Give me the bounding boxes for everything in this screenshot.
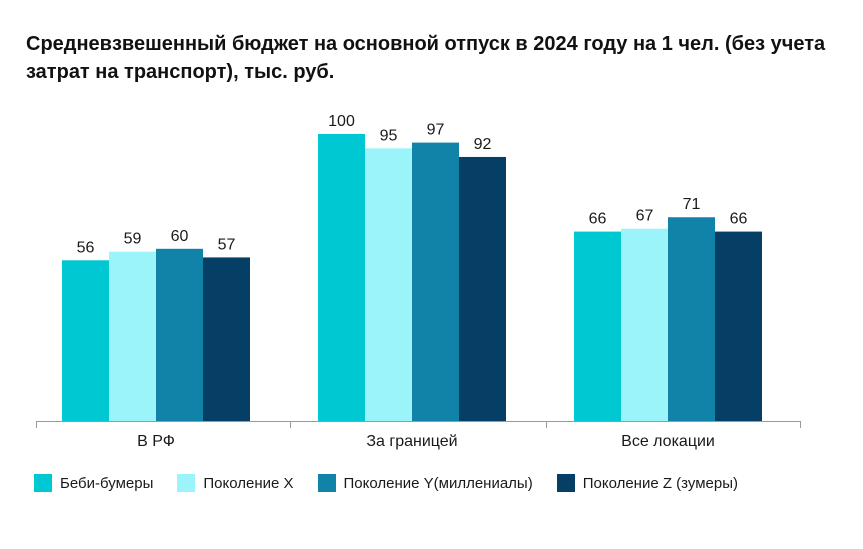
legend-swatch: [556, 474, 575, 492]
data-label: 67: [636, 208, 654, 225]
legend-swatch: [177, 474, 196, 492]
data-label: 97: [427, 122, 445, 139]
bar: [574, 231, 621, 421]
bar: [156, 248, 203, 421]
bar: [459, 156, 506, 421]
data-label: 56: [77, 239, 95, 256]
legend-label: Поколение X: [203, 474, 294, 492]
legend-item-generation-y: Поколение Y(миллениалы): [317, 474, 533, 492]
legend-swatch: [34, 474, 52, 492]
chart-title: Средневзвешенный бюджет на основной отпу…: [26, 33, 826, 83]
bar: [621, 228, 668, 421]
bar: [668, 217, 715, 421]
bar: [365, 148, 412, 421]
data-label: 100: [328, 113, 355, 130]
legend-swatch: [317, 474, 336, 492]
bar: [109, 251, 156, 421]
data-label: 66: [589, 211, 607, 228]
data-label: 66: [730, 211, 748, 228]
data-label: 59: [124, 231, 142, 248]
bar: [715, 231, 762, 421]
data-label: 92: [474, 136, 492, 153]
legend-item-baby-boomers: Беби-бумеры: [34, 474, 153, 492]
legend-label: Беби-бумеры: [60, 474, 154, 492]
data-label: 95: [380, 127, 398, 144]
legend-item-generation-z: Поколение Z (зумеры): [556, 474, 738, 492]
bar: [62, 260, 109, 421]
bar: [203, 257, 250, 421]
chart-legend: Беби-бумеры Поколение X Поколение Y(милл…: [34, 474, 762, 492]
category-label: В РФ: [137, 433, 175, 450]
legend-label: Поколение Z (зумеры): [582, 474, 738, 492]
legend-item-generation-x: Поколение X: [177, 474, 294, 492]
bar-chart: 56 59 60 57 В РФ 100 95 97 92 За границей 66 67 71 66…: [36, 113, 801, 450]
bar: [412, 142, 459, 422]
legend-label: Поколение Y(миллениалы): [343, 474, 533, 492]
data-label: 60: [171, 228, 189, 245]
data-label: 57: [218, 236, 236, 253]
category-label: Все локации: [621, 433, 715, 450]
bar: [318, 134, 365, 421]
category-label: За границей: [366, 433, 457, 450]
data-label: 71: [683, 196, 701, 213]
